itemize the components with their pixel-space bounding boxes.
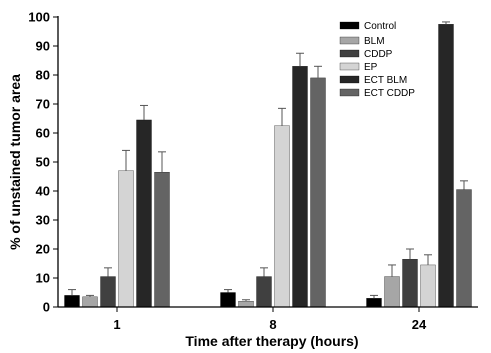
y-tick-label-90: 90 [36,39,50,54]
bar-ep-1 [118,170,134,308]
error-bar-blm-1 [86,294,94,297]
bar-blm-1 [82,296,98,308]
error-bar-control-24 [370,294,378,299]
x-tick-label-24: 24 [412,317,427,332]
error-bar-control-1 [68,289,76,296]
bar-cddp-8 [256,276,272,308]
legend-label-ect-cddp: ECT CDDP [364,88,415,99]
y-tick-label-80: 80 [36,68,50,83]
error-bar-blm-24 [388,264,396,277]
y-tick-label-20: 20 [36,242,50,257]
bar-control-1 [64,295,80,308]
bar-control-24 [366,298,382,308]
error-bar-blm-8 [242,299,250,302]
bar-ect-cddp-8 [310,77,326,308]
legend-swatch-ect-cddp [339,88,360,97]
error-bar-cddp-8 [260,267,268,277]
bar-blm-8 [238,301,254,308]
error-bar-ect-blm-1 [140,104,148,120]
y-tick-label-10: 10 [36,271,50,286]
error-bar-ep-8 [278,107,286,126]
bar-ect-blm-8 [292,66,308,308]
bar-control-8 [220,292,236,308]
legend-swatch-cddp [339,49,360,58]
x-tick-label-8: 8 [269,317,276,332]
legend-label-blm: BLM [364,36,385,47]
error-bars-layer [68,21,468,302]
legend-label-control: Control [364,21,396,32]
legend-label-cddp: CDDP [364,49,393,60]
bars-layer [64,24,472,308]
y-tick-label-100: 100 [28,10,50,25]
y-tick-label-0: 0 [43,300,50,315]
legend-swatch-blm [339,36,360,45]
bar-ect-blm-24 [438,24,454,308]
legend-label-ep: EP [364,62,378,73]
error-bar-ep-24 [424,254,432,265]
axes-layer: 0 10 20 30 40 50 60 70 80 90 100 1 8 24 [28,10,478,332]
bar-ect-cddp-24 [456,189,472,308]
y-tick-label-40: 40 [36,184,50,199]
bar-ect-cddp-1 [154,171,170,308]
error-bar-ect-blm-24 [442,21,450,25]
error-bar-ect-blm-8 [296,52,304,67]
y-tick-label-60: 60 [36,126,50,141]
error-bar-ep-1 [122,149,130,171]
bar-ep-8 [274,125,290,308]
y-tick-label-50: 50 [36,155,50,170]
legend-swatch-ep [339,62,360,71]
y-tick-label-30: 30 [36,213,50,228]
bar-cddp-24 [402,258,418,308]
y-axis-title: % of unstained tumor area [7,74,23,250]
error-bar-ect-cddp-1 [158,151,166,173]
x-axis-title: Time after therapy (hours) [185,333,358,349]
error-bar-ect-cddp-8 [314,65,322,78]
legend-swatch-control [339,21,360,30]
error-bar-control-8 [224,289,232,293]
bar-blm-24 [384,276,400,308]
bar-ep-24 [420,264,436,308]
bar-ect-blm-1 [136,119,152,308]
error-bar-cddp-1 [104,267,112,277]
y-tick-label-70: 70 [36,97,50,112]
legend-label-ect-blm: ECT BLM [364,75,407,86]
bar-cddp-1 [100,276,116,308]
error-bar-ect-cddp-24 [460,180,468,190]
error-bar-cddp-24 [406,248,414,260]
legend: Control BLM CDDP EP ECT BLM ECT CDDP [339,21,415,99]
legend-swatch-ect-blm [339,75,360,84]
x-tick-label-1: 1 [113,317,120,332]
